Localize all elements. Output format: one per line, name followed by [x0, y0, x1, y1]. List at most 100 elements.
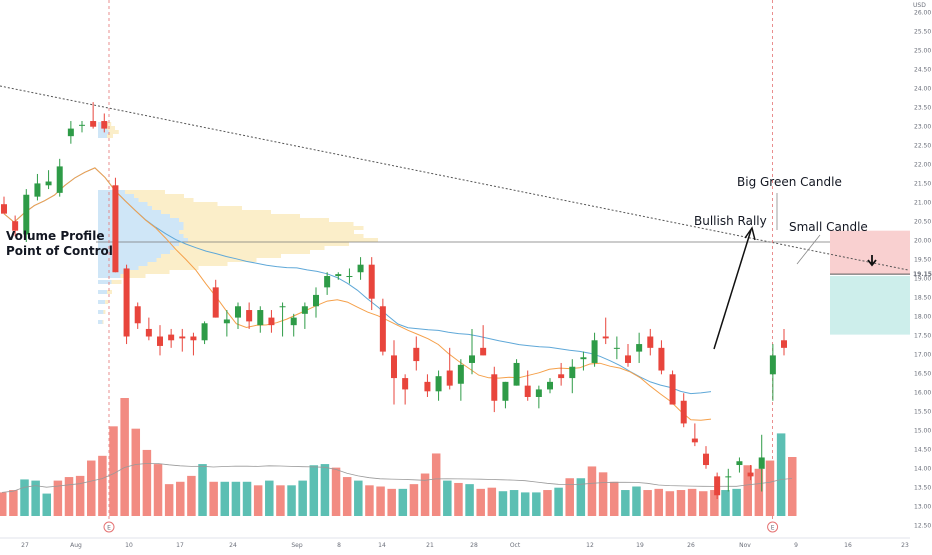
volume-profile-bar	[98, 242, 179, 246]
candle-body	[580, 357, 587, 360]
time-tick-label: 28	[470, 542, 478, 549]
volume-profile-bar	[98, 210, 161, 214]
volume-profile-bar	[179, 242, 349, 246]
candle	[469, 328, 475, 375]
volume-bar	[131, 428, 141, 516]
annotation-volume-profile: Volume Profile	[6, 229, 104, 243]
volume-profile-bar	[188, 238, 378, 242]
candle	[235, 302, 241, 329]
volume-bar	[31, 480, 40, 516]
volume-bar	[142, 449, 152, 516]
volume-bar	[365, 485, 374, 516]
candle-body	[658, 347, 665, 371]
candle-body	[346, 276, 353, 278]
candle-body	[491, 374, 498, 401]
price-tick-label: 15.00	[914, 428, 931, 435]
candle	[1, 196, 7, 214]
candle	[424, 374, 431, 397]
candle-body	[290, 317, 297, 326]
volume-bar	[387, 488, 396, 516]
candle	[602, 317, 609, 345]
volume-profile-bar	[98, 250, 170, 254]
candle-body	[547, 381, 553, 390]
volume-profile-bar	[161, 210, 271, 214]
candle-body	[502, 381, 509, 401]
volume-bar	[698, 491, 708, 516]
volume-profile-bar	[107, 290, 112, 294]
volume-bar	[98, 455, 107, 516]
candle-body	[12, 221, 19, 231]
candle-body	[379, 306, 386, 352]
volume-profile-bar	[105, 300, 109, 304]
price-tick-label: 12.50	[914, 523, 931, 530]
volume-bar	[498, 491, 508, 516]
volume-bar	[632, 486, 641, 516]
candle	[758, 434, 765, 492]
candle-body	[714, 476, 721, 496]
price-axis-bg	[910, 0, 932, 550]
volume-profile-bar	[102, 320, 104, 324]
candle	[781, 328, 787, 356]
volume-profile-bar	[98, 290, 107, 294]
price-tick-label: 21.50	[914, 181, 931, 188]
volume-bar	[431, 453, 441, 516]
candle	[67, 121, 74, 144]
volume-bar	[0, 492, 7, 516]
candle	[613, 336, 620, 360]
candle-body	[168, 334, 175, 341]
candle-body	[591, 340, 598, 363]
candle	[725, 468, 732, 492]
candle-body	[246, 310, 253, 322]
volume-profile-bar	[98, 222, 184, 226]
volume-bar	[420, 473, 430, 516]
volume-profile-bar	[98, 134, 107, 138]
candle-body	[457, 364, 464, 384]
volume-bar	[721, 490, 730, 516]
candle	[379, 298, 386, 356]
volume-bar	[454, 482, 463, 516]
volume-bar	[754, 468, 764, 516]
volume-profile-bar	[174, 246, 325, 250]
volume-bar	[409, 484, 419, 516]
candle-body	[569, 366, 576, 379]
candle-body	[179, 336, 186, 339]
volume-bar	[164, 484, 174, 516]
candle	[223, 310, 230, 337]
volume-profile-bar	[98, 280, 112, 284]
price-tick-label: 22.00	[914, 162, 931, 169]
volume-profile-bar	[98, 190, 125, 194]
price-tick-label: 14.50	[914, 447, 931, 454]
candle-body	[90, 121, 97, 127]
price-tick-label: 14.00	[914, 466, 931, 473]
candle	[580, 351, 587, 371]
volume-profile-bar	[98, 320, 103, 324]
volume-bar	[109, 426, 118, 516]
volume-profile-bar	[98, 214, 170, 218]
candle-body	[680, 400, 687, 424]
candle	[591, 332, 598, 367]
rally-arrow-head	[744, 226, 756, 241]
volume-profile-bar	[156, 258, 257, 262]
volume-bar	[443, 480, 452, 516]
volume-bar	[687, 488, 697, 516]
candle	[112, 177, 119, 273]
candle-body	[535, 389, 542, 397]
volume-bar	[198, 464, 207, 516]
volume-profile-bar	[147, 262, 228, 266]
volume-profile-bar	[125, 190, 165, 194]
price-tick-label: 18.50	[914, 295, 931, 302]
volume-profile-bar	[138, 266, 199, 270]
candle-body	[279, 306, 286, 308]
volume-bar	[220, 481, 230, 516]
candle-body	[1, 204, 7, 214]
volume-bar	[153, 464, 163, 516]
volume-bar	[621, 490, 630, 516]
volume-bar	[309, 465, 319, 516]
candle	[212, 279, 219, 318]
candle-body	[101, 121, 108, 129]
price-tick-label: 17.00	[914, 352, 931, 359]
volume-bar	[231, 481, 241, 516]
candle-body	[123, 268, 130, 337]
